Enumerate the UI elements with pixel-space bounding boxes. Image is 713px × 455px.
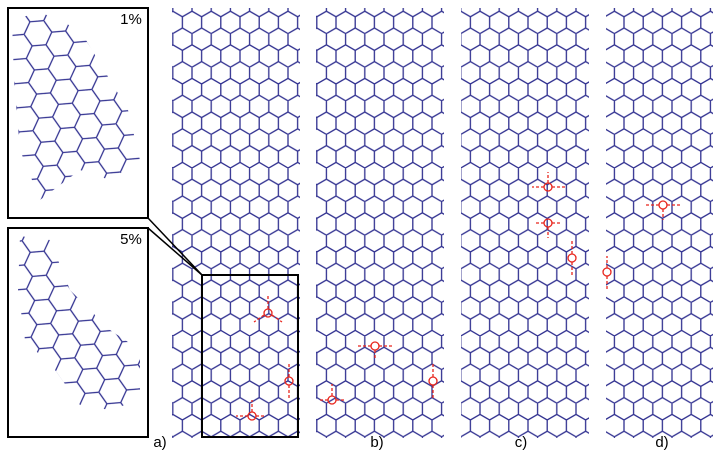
inset-bottom: 5% bbox=[8, 228, 148, 437]
inset-top: 1% bbox=[8, 8, 148, 218]
tube-c bbox=[461, 8, 589, 438]
tube-b bbox=[316, 8, 444, 438]
panel-label: b) bbox=[370, 434, 383, 451]
page: 1% 5% a) b) c) d) (() => { const data = … bbox=[0, 0, 713, 455]
panel-label: c) bbox=[515, 434, 528, 451]
tube-d bbox=[606, 8, 713, 438]
panel-label: d) bbox=[655, 434, 668, 451]
inset-label: 1% bbox=[120, 11, 142, 28]
panel-label: a) bbox=[153, 434, 166, 451]
figure: 1% 5% a) b) c) d) bbox=[0, 0, 713, 455]
tube-a bbox=[172, 8, 300, 438]
inset-label: 5% bbox=[120, 231, 142, 248]
